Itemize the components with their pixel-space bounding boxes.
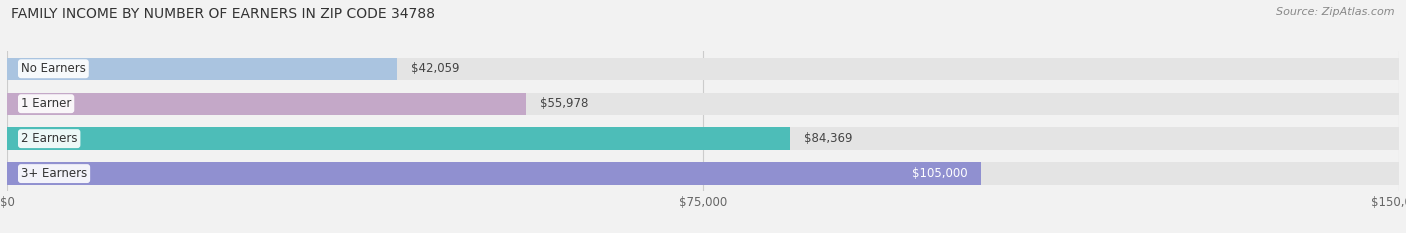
Text: $42,059: $42,059 xyxy=(411,62,460,75)
Bar xyxy=(7,93,1399,115)
Bar xyxy=(7,162,1399,185)
Text: 1 Earner: 1 Earner xyxy=(21,97,72,110)
Bar xyxy=(7,162,981,185)
Text: 3+ Earners: 3+ Earners xyxy=(21,167,87,180)
Text: $105,000: $105,000 xyxy=(912,167,967,180)
Text: $84,369: $84,369 xyxy=(804,132,852,145)
Text: Source: ZipAtlas.com: Source: ZipAtlas.com xyxy=(1277,7,1395,17)
Text: $55,978: $55,978 xyxy=(540,97,589,110)
Bar xyxy=(7,58,398,80)
Text: No Earners: No Earners xyxy=(21,62,86,75)
Bar xyxy=(7,93,526,115)
Bar xyxy=(7,58,1399,80)
Text: 2 Earners: 2 Earners xyxy=(21,132,77,145)
Bar xyxy=(7,127,790,150)
Text: FAMILY INCOME BY NUMBER OF EARNERS IN ZIP CODE 34788: FAMILY INCOME BY NUMBER OF EARNERS IN ZI… xyxy=(11,7,436,21)
Bar xyxy=(7,127,1399,150)
